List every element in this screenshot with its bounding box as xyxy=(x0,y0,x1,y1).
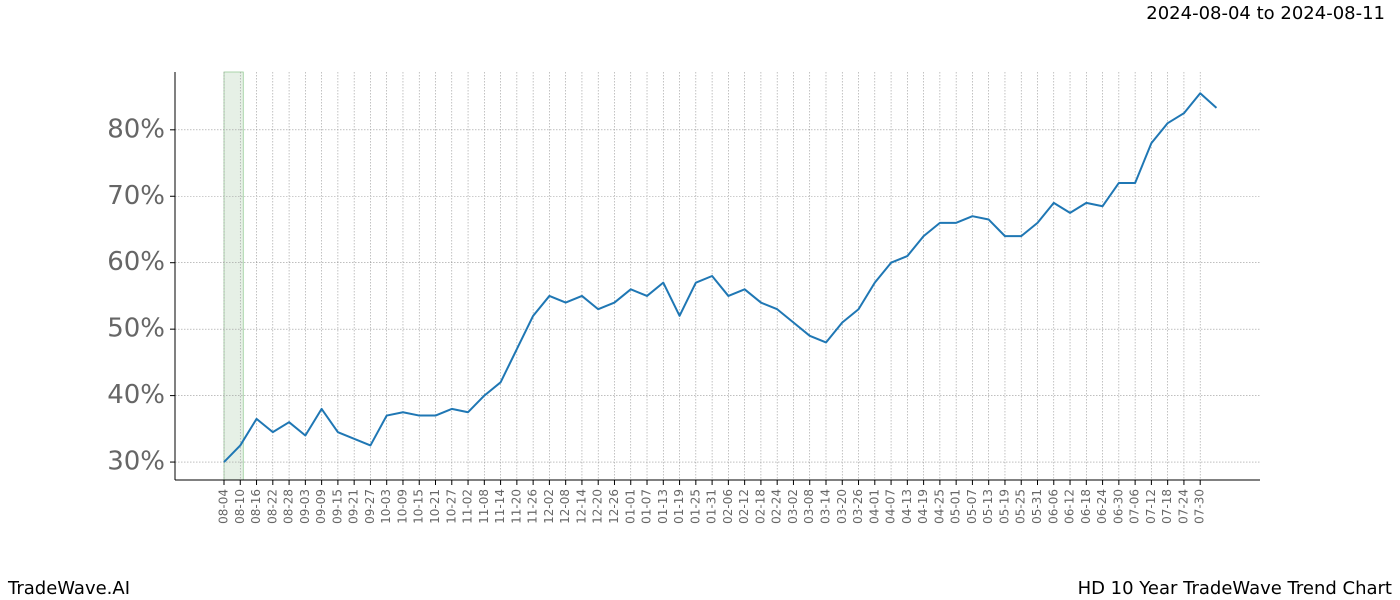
y-tick-label: 50% xyxy=(107,314,165,344)
y-tick-label: 30% xyxy=(107,447,165,477)
x-tick-label: 09-03 xyxy=(298,489,312,524)
x-tick-label: 04-19 xyxy=(916,489,930,524)
x-tick-label: 03-20 xyxy=(835,489,849,524)
x-tick-label: 02-12 xyxy=(737,489,751,524)
x-tick-label: 10-27 xyxy=(444,489,458,524)
x-tick-label: 05-01 xyxy=(949,489,963,524)
x-tick-label: 09-27 xyxy=(363,489,377,524)
x-tick-label: 04-07 xyxy=(884,489,898,524)
x-tick-label: 07-18 xyxy=(1160,489,1174,524)
x-tick-label: 10-09 xyxy=(395,489,409,524)
date-range: 2024-08-04 to 2024-08-11 xyxy=(1146,3,1385,24)
x-tick-label: 09-15 xyxy=(330,489,344,524)
x-tick-label: 06-24 xyxy=(1095,489,1109,524)
x-tick-label: 01-31 xyxy=(705,489,719,524)
x-tick-label: 06-18 xyxy=(1079,489,1093,524)
x-tick-label: 06-06 xyxy=(1046,489,1060,524)
x-tick-label: 11-02 xyxy=(461,489,475,524)
x-tick-label: 10-15 xyxy=(412,489,426,524)
x-tick-label: 03-02 xyxy=(786,489,800,524)
x-tick-label: 12-02 xyxy=(542,489,556,524)
x-tick-label: 11-20 xyxy=(509,489,523,524)
x-tick-label: 07-24 xyxy=(1176,489,1190,524)
trend-line xyxy=(223,92,1218,463)
x-tick-label: 05-25 xyxy=(1014,489,1028,524)
y-tick-label: 40% xyxy=(107,380,165,410)
x-tick-label: 03-26 xyxy=(851,489,865,524)
x-tick-label: 06-12 xyxy=(1063,489,1077,524)
x-tick-label: 05-31 xyxy=(1030,489,1044,524)
x-tick-label: 10-03 xyxy=(379,489,393,524)
y-tick-label: 60% xyxy=(107,247,165,277)
x-tick-label: 01-13 xyxy=(656,489,670,524)
x-tick-label: 10-21 xyxy=(428,489,442,524)
x-tick-label: 01-19 xyxy=(672,489,686,524)
x-tick-label: 11-26 xyxy=(526,489,540,524)
y-tick-label: 80% xyxy=(107,114,165,144)
y-tick-label: 70% xyxy=(107,181,165,211)
x-tick-label: 06-30 xyxy=(1111,489,1125,524)
x-tick-label: 05-19 xyxy=(997,489,1011,524)
x-tick-label: 12-26 xyxy=(607,489,621,524)
x-tick-label: 08-16 xyxy=(249,489,263,524)
x-tick-label: 07-30 xyxy=(1193,489,1207,524)
x-tick-label: 02-06 xyxy=(721,489,735,524)
x-tick-label: 03-08 xyxy=(802,489,816,524)
x-tick-label: 09-21 xyxy=(347,489,361,524)
x-tick-label: 12-14 xyxy=(574,489,588,524)
x-tick-label: 04-01 xyxy=(867,489,881,524)
x-tick-label: 01-25 xyxy=(688,489,702,524)
x-tick-label: 12-20 xyxy=(591,489,605,524)
x-tick-label: 12-08 xyxy=(558,489,572,524)
x-tick-label: 04-25 xyxy=(932,489,946,524)
x-tick-label: 01-07 xyxy=(640,489,654,524)
x-tick-label: 07-06 xyxy=(1128,489,1142,524)
x-tick-label: 05-13 xyxy=(981,489,995,524)
x-tick-label: 04-13 xyxy=(900,489,914,524)
x-tick-label: 11-08 xyxy=(477,489,491,524)
x-tick-label: 08-28 xyxy=(282,489,296,524)
x-tick-label: 03-14 xyxy=(818,489,832,524)
x-tick-label: 05-07 xyxy=(965,489,979,524)
x-tick-label: 08-04 xyxy=(217,489,231,524)
x-tick-label: 08-10 xyxy=(233,489,247,524)
x-tick-label: 11-14 xyxy=(493,489,507,524)
x-tick-label: 02-24 xyxy=(770,489,784,524)
x-tick-label: 01-01 xyxy=(623,489,637,524)
x-tick-label: 02-18 xyxy=(753,489,767,524)
brand: TradeWave.AI xyxy=(7,578,130,599)
x-tick-label: 07-12 xyxy=(1144,489,1158,524)
caption: HD 10 Year TradeWave Trend Chart xyxy=(1078,578,1392,599)
x-tick-label: 09-09 xyxy=(314,489,328,524)
x-tick-label: 08-22 xyxy=(265,489,279,524)
